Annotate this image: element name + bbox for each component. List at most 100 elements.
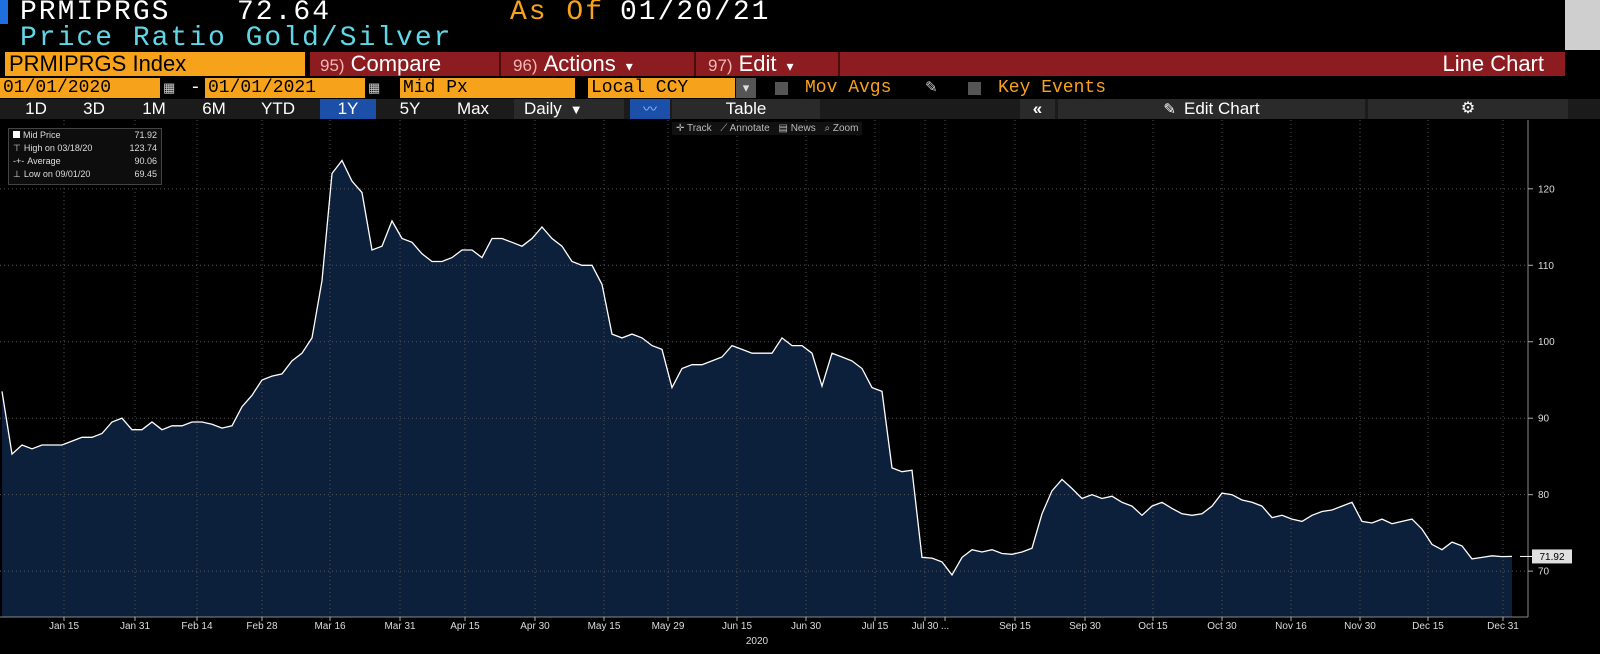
button-number: 97)	[708, 56, 733, 75]
period-button[interactable]: 1M	[142, 99, 166, 118]
button-label: Actions	[543, 51, 616, 76]
last-value-box	[1532, 549, 1572, 564]
y-tick-label: 110	[1538, 261, 1554, 272]
date-separator: -	[190, 78, 201, 98]
legend-value: 71.92	[134, 130, 157, 140]
period-button[interactable]: YTD	[261, 99, 295, 118]
as-of-label: As Of	[510, 0, 605, 28]
legend-row: Mid Price 71.92	[9, 129, 161, 142]
calendar-icon[interactable]: ▦	[368, 80, 381, 95]
x-tick-label: Dec 31	[1487, 621, 1519, 632]
separator	[838, 52, 840, 76]
x-tick-label: Sep 15	[999, 621, 1031, 632]
ticker: PRMIPRGS	[20, 0, 171, 28]
button-label: Compare	[350, 51, 442, 76]
security-field[interactable]: PRMIPRGS Index	[5, 52, 305, 76]
button-label: Edit	[738, 51, 777, 76]
legend: Mid Price 71.92 ⊤ High on 03/18/20 123.74 -…	[8, 128, 162, 185]
y-tick-label: 80	[1538, 490, 1550, 501]
compare-button[interactable]: 95) Compare	[310, 52, 496, 76]
option-label: Key Events	[998, 78, 1107, 98]
x-tick-label: Nov 30	[1344, 621, 1376, 632]
legend-label: Low on 09/01/20	[23, 169, 91, 179]
x-tick-label: Jul 30	[912, 621, 939, 632]
settings-button[interactable]: ⚙	[1368, 99, 1568, 119]
edit-button[interactable]: 97) Edit ▾	[694, 52, 836, 76]
x-tick-label: May 29	[652, 621, 685, 632]
actions-button[interactable]: 96) Actions ▾	[499, 52, 692, 76]
x-tick-label: Jun 30	[791, 621, 821, 632]
status-marker	[0, 0, 8, 24]
x-tick-label: Jan 15	[49, 621, 79, 632]
x-tick-label: Oct 15	[1138, 621, 1168, 632]
calendar-icon[interactable]: ▦	[163, 80, 176, 95]
chart: 70 80 90 100 110 120 Jan 15 Jan 31 Feb 14 Feb 28 M…	[0, 120, 1572, 647]
field-select[interactable]: Mid Px	[400, 78, 575, 98]
x-tick-label: Mar 16	[314, 621, 346, 632]
x-tick-label: Jan 31	[120, 621, 150, 632]
currency-select[interactable]: Local CCY	[588, 78, 735, 98]
option-label: Mov Avgs	[805, 78, 892, 98]
y-tick-label: 120	[1538, 184, 1555, 195]
start-date[interactable]: 01/01/2020	[0, 78, 160, 98]
x-tick-label: ...	[941, 621, 949, 632]
view-name: Line Chart	[1442, 51, 1544, 76]
tool[interactable]: Zoom	[832, 123, 859, 134]
x-tick-label: Oct 30	[1207, 621, 1237, 632]
x-tick-label: Sep 30	[1069, 621, 1101, 632]
pencil-icon[interactable]: ✎	[925, 79, 938, 96]
collapse-button[interactable]: «	[1020, 99, 1055, 119]
x-tick-label: Jul 15	[862, 621, 889, 632]
legend-value: 90.06	[134, 156, 157, 166]
period-button[interactable]: Max	[456, 99, 490, 118]
checkbox[interactable]	[775, 82, 788, 95]
x-tick-label: Nov 16	[1275, 621, 1307, 632]
price: 72.64	[237, 0, 332, 28]
dropdown-arrow[interactable]: ▾	[736, 78, 756, 98]
area	[2, 160, 1512, 617]
period-button[interactable]: 6M	[202, 99, 226, 118]
corner	[1565, 0, 1600, 50]
legend-row: -+- Average 90.06	[13, 156, 157, 166]
x-tick-label: Mar 31	[384, 621, 416, 632]
last-value-label: 71.92	[1539, 552, 1564, 563]
x-tick-label: Apr 30	[520, 621, 550, 632]
x-tick-label: Feb 14	[181, 621, 213, 632]
checkbox[interactable]	[968, 82, 981, 95]
y-tick-label: 90	[1538, 414, 1550, 425]
tool[interactable]: News	[790, 123, 816, 134]
x-tick-label: Jun 15	[722, 621, 752, 632]
tool[interactable]: Track	[686, 123, 712, 134]
legend-label: Mid Price	[23, 130, 61, 140]
x-axis-label: 2020	[746, 636, 769, 647]
y-tick-label: 100	[1538, 337, 1555, 348]
edit-chart-label: Edit Chart	[1183, 99, 1260, 118]
end-date[interactable]: 01/01/2021	[205, 78, 365, 98]
x-tick-label: Dec 15	[1412, 621, 1444, 632]
legend-row: ⊤ High on 03/18/20 123.74	[13, 143, 157, 153]
x-tick-label: Apr 15	[450, 621, 480, 632]
tool[interactable]: Annotate	[729, 123, 770, 134]
x-tick-label: May 15	[588, 621, 621, 632]
legend-label: Average	[27, 156, 61, 166]
period-button[interactable]: 1D	[25, 99, 47, 118]
as-of-date: 01/20/21	[620, 0, 771, 28]
edit-chart-button[interactable]: ✎ Edit Chart	[1058, 99, 1365, 119]
legend-value: 123.74	[129, 143, 157, 153]
x-tick-label: Feb 28	[246, 621, 278, 632]
frequency-select[interactable]: Daily ▼	[514, 99, 624, 119]
legend-row: ⊥ Low on 09/01/20 69.45	[13, 169, 157, 179]
chart-icon[interactable]: 〰	[630, 99, 670, 119]
line	[1, 159, 1513, 577]
period-button[interactable]: 3D	[83, 99, 105, 118]
legend-label: High on 03/18/20	[23, 143, 93, 153]
chart-toolbar: ✛ Track ⟋ Annotate ▤ News ⌕ Zoom	[672, 122, 863, 135]
table-button[interactable]: Table	[672, 99, 820, 119]
y-tick-label: 70	[1538, 567, 1550, 578]
legend-value: 69.45	[134, 169, 157, 179]
button-number: 95)	[320, 56, 345, 75]
button-number: 96)	[513, 56, 538, 75]
period-button[interactable]: 5Y	[399, 99, 421, 118]
period-button[interactable]: 1Y	[320, 99, 376, 119]
